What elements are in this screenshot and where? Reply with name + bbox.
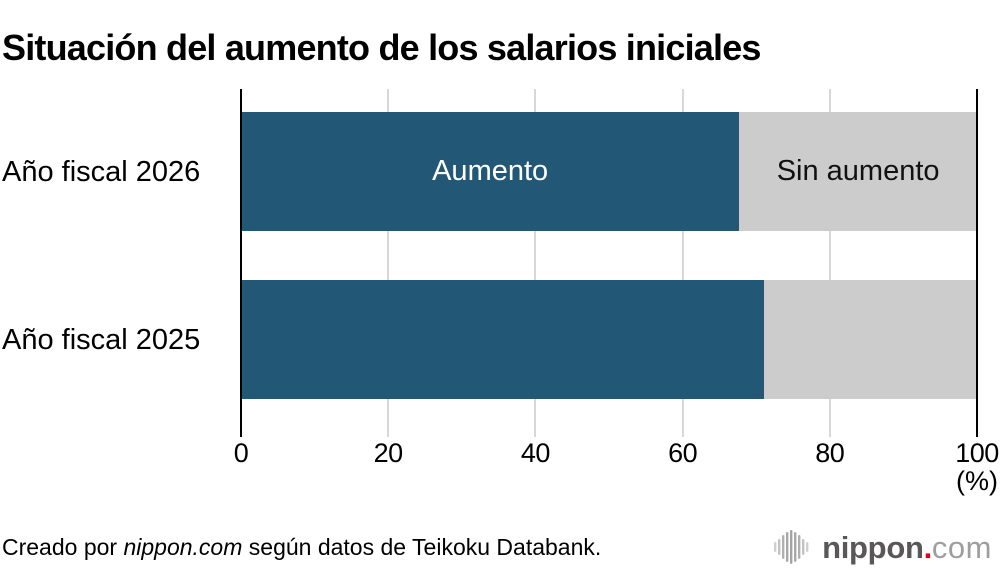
source-credit: Creado por nippon.com según datos de Tei… xyxy=(2,534,601,561)
logo-wordmark: nippon.com xyxy=(822,532,992,563)
logo-brand-text: nippon xyxy=(822,529,924,565)
waveform-icon xyxy=(774,530,809,564)
bar-segment-label: Aumento xyxy=(432,155,549,187)
axis-edge-line xyxy=(240,89,242,437)
x-tick-label: 40 xyxy=(520,438,551,468)
axis-unit-label: (%) xyxy=(956,466,998,496)
logo-tld-text: com xyxy=(931,529,992,565)
category-label: Año fiscal 2026 xyxy=(2,155,201,188)
chart-title: Situación del aumento de los salarios in… xyxy=(2,27,761,69)
plot-area: Aumento Sin aumento xyxy=(240,89,978,437)
bar-segment-sin-aumento: Sin aumento xyxy=(739,112,977,231)
bar-segment-aumento: Aumento xyxy=(241,112,740,231)
x-tick-label: 0 xyxy=(233,438,249,468)
gridline xyxy=(534,89,537,437)
bar-segment-aumento xyxy=(241,280,764,399)
x-tick-label: 80 xyxy=(815,438,845,468)
nippon-logo: nippon.com xyxy=(773,524,992,570)
x-tick-label: 100 xyxy=(955,438,999,468)
x-tick-label: 60 xyxy=(668,438,698,468)
bar-segment-sin-aumento xyxy=(763,280,977,399)
logo-dot: . xyxy=(923,529,933,565)
credit-suffix: según datos de Teikoku Databank. xyxy=(242,534,602,560)
category-label: Año fiscal 2025 xyxy=(2,323,201,356)
gridline xyxy=(681,89,684,437)
footer: Creado por nippon.com según datos de Tei… xyxy=(0,524,1000,570)
gridline xyxy=(828,89,831,437)
bar-segment-label: Sin aumento xyxy=(776,155,940,187)
gridline xyxy=(387,89,390,437)
credit-prefix: Creado por xyxy=(2,534,124,560)
x-tick-label: 20 xyxy=(373,438,404,468)
credit-site-name: nippon.com xyxy=(123,534,243,560)
axis-edge-line xyxy=(976,89,978,437)
